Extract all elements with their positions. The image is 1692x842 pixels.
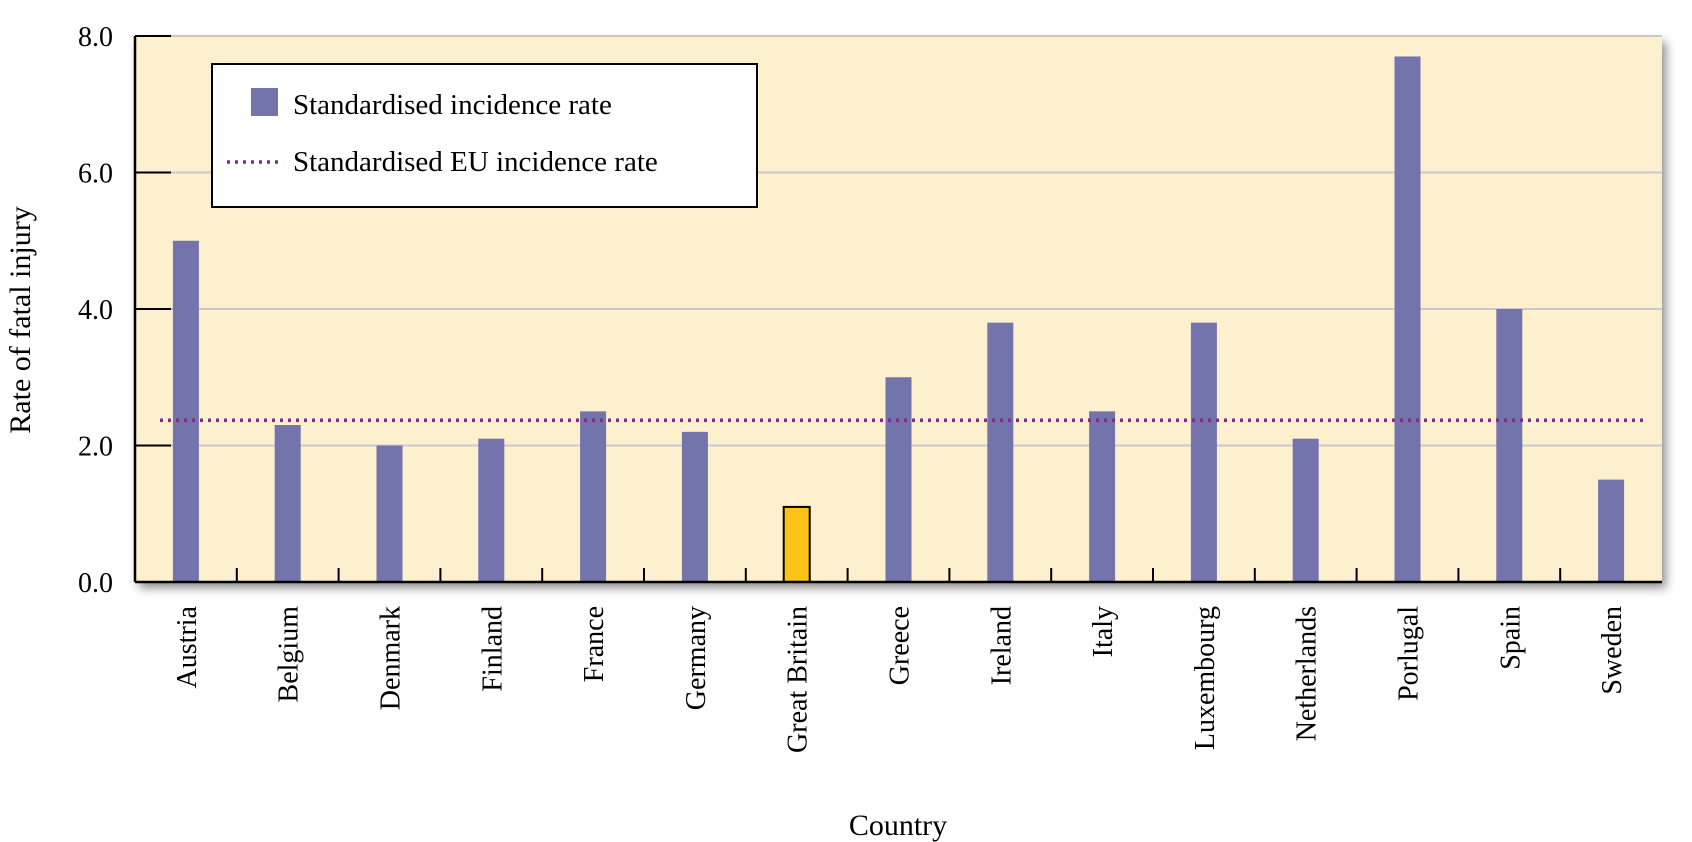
legend-label-eu-rate: Standardised EU incidence rate [293,146,658,178]
x-tick-label: Great Britain [783,606,814,753]
x-tick-label: Ireland [986,606,1017,685]
x-tick-label: Finland [477,606,508,692]
legend-label-incidence-rate: Standardised incidence rate [293,89,612,121]
x-tick-label: Luxembourg [1190,606,1221,750]
legend-swatch-bar [251,88,278,116]
bar-greece [885,377,912,582]
bar-sweden [1598,479,1625,582]
y-tick-label: 4.0 [78,295,113,326]
axes [133,35,1662,584]
bar-ireland [987,322,1014,582]
x-tick-label: Belgium [274,606,305,703]
bar-netherlands [1292,438,1319,582]
x-tick-label: Austria [172,605,203,688]
y-axis-label: Rate of fatal injury [4,206,37,433]
bar-porlugal [1394,56,1421,583]
x-tick-label: Greece [885,606,916,685]
bar-austria [172,240,199,582]
bar-denmark [376,445,403,582]
x-tick-labels: Austria Belgium Denmark Finland France German… [172,605,1628,753]
x-tick-label: Spain [1495,606,1526,670]
bar-italy [1089,411,1116,582]
x-tick-label: Denmark [376,606,407,710]
bar-belgium [274,425,301,582]
x-tick-label: Porlugal [1394,606,1425,701]
y-tick-label: 0.0 [78,568,113,599]
x-tick-label: France [579,606,610,682]
legend-box [211,63,758,208]
legend: Standardised incidence rate Standardised… [211,63,758,208]
x-tick-label: Netherlands [1292,606,1323,741]
bar-great-britain [782,505,811,583]
bar-germany [681,431,708,582]
bar-spain [1496,309,1523,582]
bar-france [580,411,607,582]
x-tick-label: Italy [1088,606,1119,657]
bar-luxembourg [1190,322,1217,582]
bars [172,56,1625,583]
x-tick-label: Sweden [1597,606,1628,695]
bar-finland [478,438,505,582]
y-tick-label: 6.0 [78,159,113,190]
y-tick-label: 2.0 [78,432,113,463]
y-tick-labels: 0.0 2.0 4.0 6.0 8.0 [78,22,113,599]
x-axis-label: Country [849,809,947,842]
x-tick-label: Germany [681,606,712,710]
y-tick-label: 8.0 [78,22,113,53]
